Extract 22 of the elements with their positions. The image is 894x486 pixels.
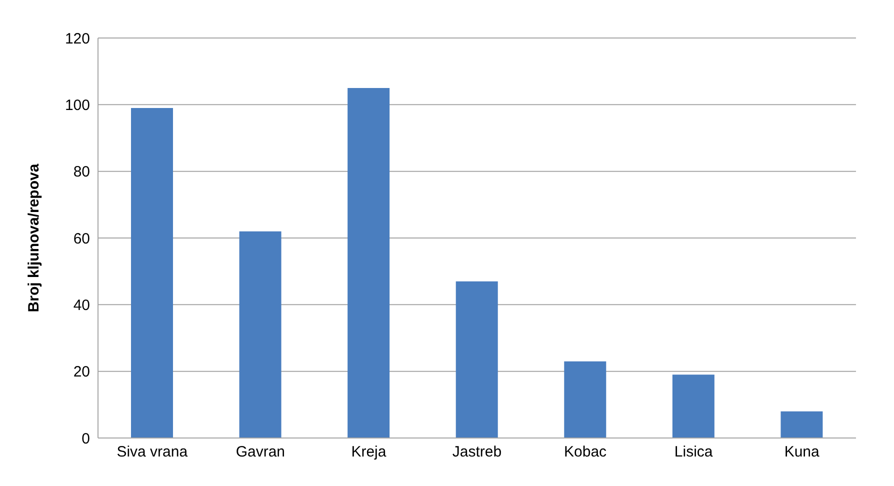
x-tick-label: Siva vrana bbox=[116, 444, 188, 461]
y-tick-label: 80 bbox=[73, 164, 90, 181]
y-tick-label: 100 bbox=[64, 96, 90, 114]
x-tick-label: Gavran bbox=[236, 444, 286, 461]
bar bbox=[348, 88, 390, 438]
x-tick-label: Kuna bbox=[784, 444, 820, 461]
y-tick-label: 40 bbox=[73, 296, 90, 314]
bar bbox=[131, 108, 173, 438]
bar bbox=[239, 231, 282, 438]
y-tick-label: 60 bbox=[73, 230, 90, 248]
bar bbox=[672, 374, 714, 438]
x-tick-label: Jastreb bbox=[452, 444, 502, 461]
bar bbox=[780, 411, 823, 438]
y-axis-title: Broj kljunova/repova bbox=[25, 163, 42, 312]
x-tick-label: Kreja bbox=[351, 444, 387, 461]
y-tick-label: 20 bbox=[73, 364, 90, 381]
bar bbox=[564, 361, 606, 438]
x-tick-label: Lisica bbox=[674, 444, 714, 461]
x-tick-label: Kobac bbox=[564, 444, 608, 461]
y-tick-label: 0 bbox=[82, 430, 90, 448]
bar bbox=[456, 281, 498, 438]
y-tick-label: 120 bbox=[64, 30, 90, 48]
